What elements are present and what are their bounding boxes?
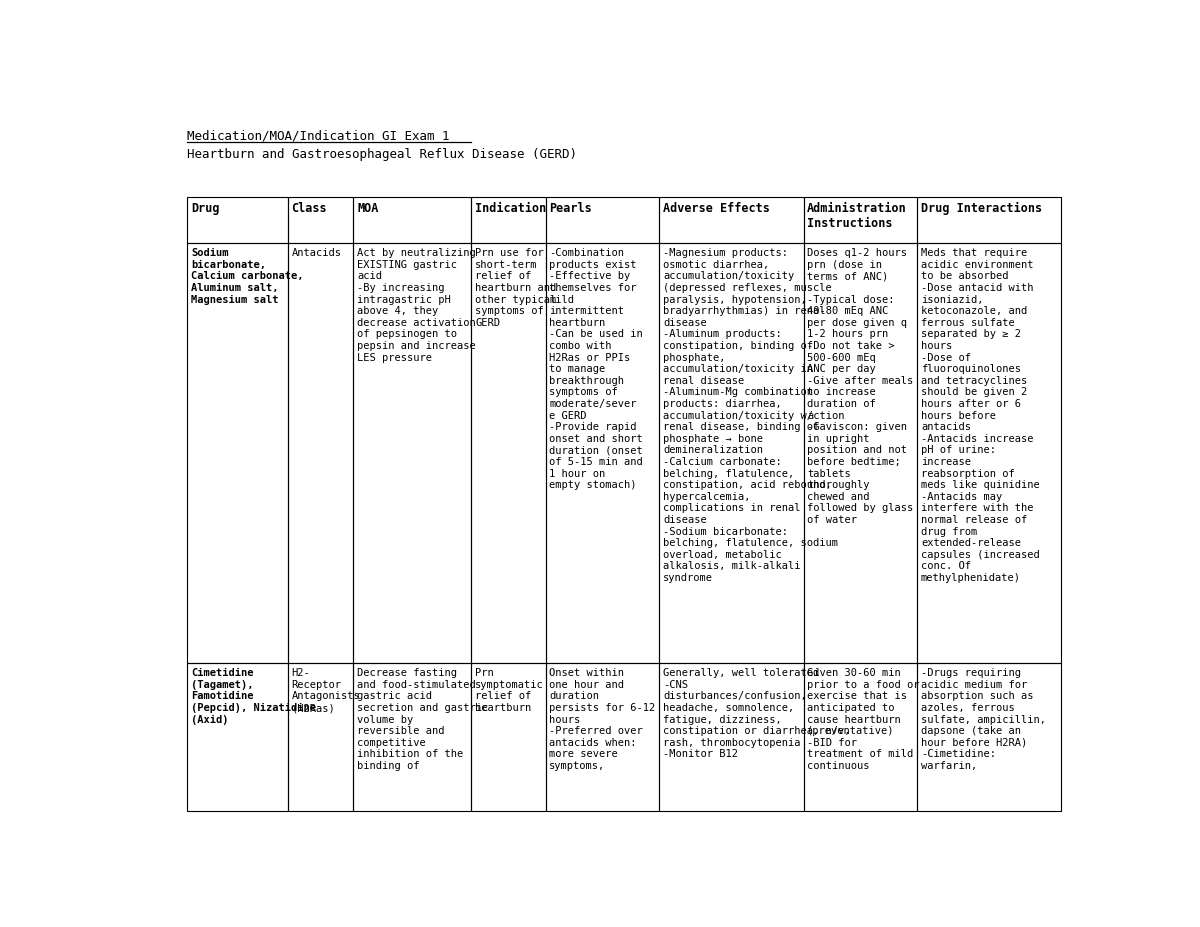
Bar [917,663,1061,811]
Text: Indication: Indication [475,202,546,215]
Text: Given 30-60 min
prior to a food or
exercise that is
anticipated to
cause heartbu: Given 30-60 min prior to a food or exerc… [808,668,919,771]
Text: Decrease fasting
and food-stimulated
gastric acid
secretion and gastric
volume b: Decrease fasting and food-stimulated gas… [358,668,488,771]
Text: H2-
Receptor
Antagonists
(H2Ras): H2- Receptor Antagonists (H2Ras) [292,668,360,713]
Text: Class: Class [292,202,328,215]
Bar [353,243,472,663]
Text: Adverse Effects: Adverse Effects [662,202,770,215]
Bar [804,663,917,811]
Text: Antacids: Antacids [292,248,342,259]
Text: Meds that require
acidic environment
to be absorbed
-Dose antacid with
isoniazid: Meds that require acidic environment to … [920,248,1039,583]
Text: Act by neutralizing
EXISTING gastric
acid
-By increasing
intragastric pH
above 4: Act by neutralizing EXISTING gastric aci… [358,248,475,362]
Text: Administration
Instructions: Administration Instructions [808,202,907,230]
Text: Drug Interactions: Drug Interactions [920,202,1042,215]
Text: -Magnesium products:
osmotic diarrhea,
accumulation/toxicity
(depressed reflexes: -Magnesium products: osmotic diarrhea, a… [662,248,838,583]
Text: Heartburn and Gastroesophageal Reflux Disease (GERD): Heartburn and Gastroesophageal Reflux Di… [187,147,577,160]
Bar [353,197,472,243]
Text: Pearls: Pearls [550,202,592,215]
Bar [546,243,659,663]
Bar [288,197,353,243]
Text: -Combination
products exist
-Effective by
themselves for
mild
intermittent
heart: -Combination products exist -Effective b… [550,248,643,490]
Bar [804,197,917,243]
Text: Prn
symptomatic
relief of
heartburn: Prn symptomatic relief of heartburn [475,668,544,713]
Bar [659,243,804,663]
Bar [288,243,353,663]
Bar [288,663,353,811]
Text: Prn use for
short-term
relief of
heartburn and
other typical
symptoms of
GERD: Prn use for short-term relief of heartbu… [475,248,557,328]
Text: MOA: MOA [358,202,378,215]
Bar [187,197,288,243]
Text: Medication/MOA/Indication GI Exam 1: Medication/MOA/Indication GI Exam 1 [187,129,450,142]
Bar [659,197,804,243]
Bar [187,663,288,811]
Bar [472,197,546,243]
Text: -Drugs requiring
acidic medium for
absorption such as
azoles, ferrous
sulfate, a: -Drugs requiring acidic medium for absor… [920,668,1046,771]
Text: Sodium
bicarbonate,
Calcium carbonate,
Aluminum salt,
Magnesium salt: Sodium bicarbonate, Calcium carbonate, A… [191,248,304,305]
Bar [187,243,288,663]
Bar [917,197,1061,243]
Bar [917,243,1061,663]
Text: Drug: Drug [191,202,220,215]
Bar [546,197,659,243]
Text: Cimetidine
(Tagamet),
Famotidine
(Pepcid), Nizatidine
(Axid): Cimetidine (Tagamet), Famotidine (Pepcid… [191,668,316,725]
Bar [546,663,659,811]
Bar [472,663,546,811]
Text: Generally, well tolerated
-CNS
disturbances/confusion,
headache, somnolence,
fat: Generally, well tolerated -CNS disturban… [662,668,851,759]
Bar [659,663,804,811]
Text: Onset within
one hour and
duration
persists for 6-12
hours
-Preferred over
antac: Onset within one hour and duration persi… [550,668,655,771]
Bar [353,663,472,811]
Text: Doses q1-2 hours
prn (dose in
terms of ANC)

-Typical dose:
40-80 mEq ANC
per do: Doses q1-2 hours prn (dose in terms of A… [808,248,913,525]
Bar [804,243,917,663]
Bar [472,243,546,663]
